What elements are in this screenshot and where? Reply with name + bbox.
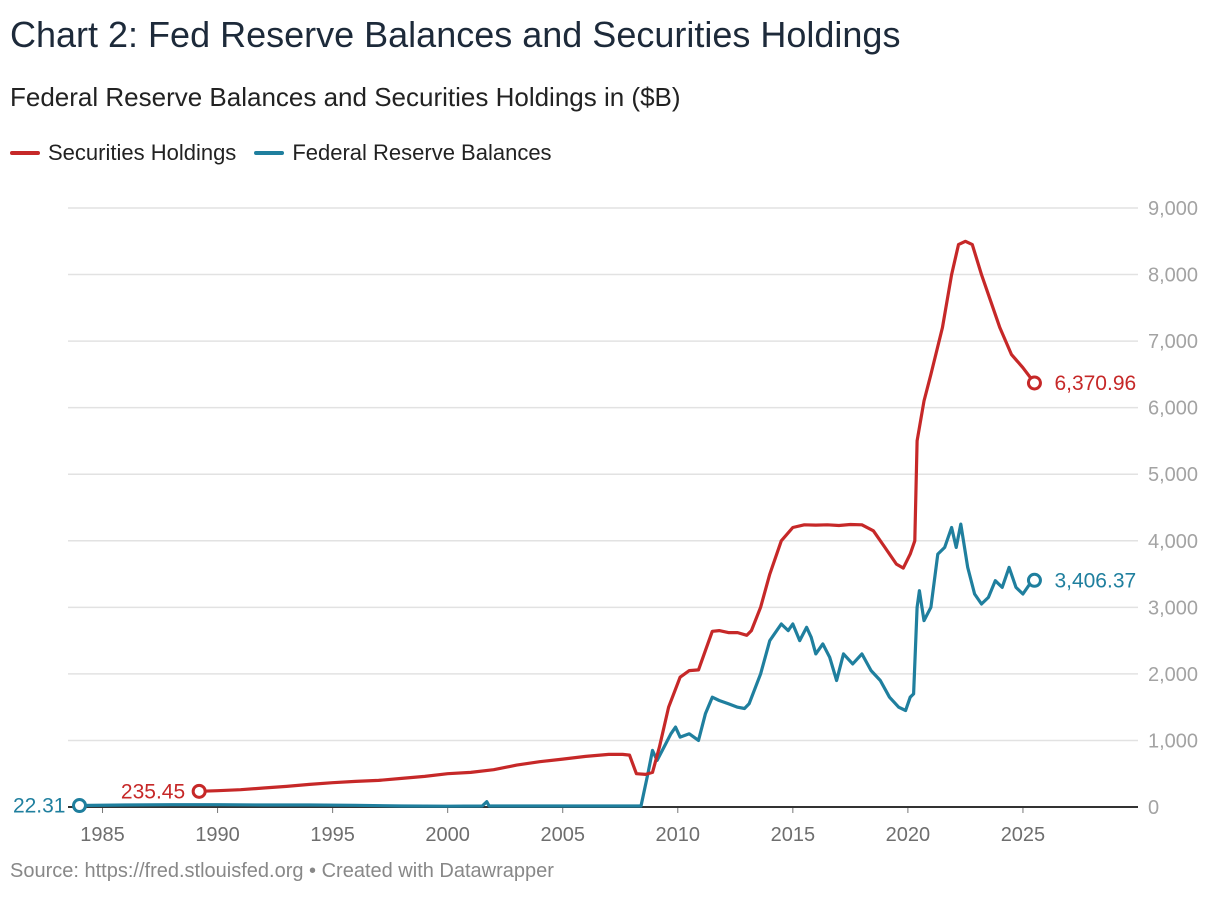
y-tick-label-4: 4,000 (1148, 531, 1198, 553)
start-marker-reserves (72, 798, 88, 814)
legend-label-securities: Securities Holdings (48, 140, 237, 165)
series-line-securities (197, 239, 1037, 793)
x-tick-label-2: 1995 (310, 824, 355, 846)
chart-subtitle: Federal Reserve Balances and Securities … (10, 82, 681, 112)
x-tick-label-6: 2015 (771, 824, 816, 846)
x-tick-label-3: 2000 (425, 824, 470, 846)
x-tick-label-8: 2025 (1001, 824, 1046, 846)
x-tick-label-1: 1990 (195, 824, 240, 846)
y-tick-label-3: 3,000 (1148, 597, 1198, 619)
legend-label-reserves: Federal Reserve Balances (292, 140, 552, 165)
legend: Securities Holdings Federal Reserve Bala… (10, 140, 570, 166)
legend-swatch-securities (10, 151, 40, 155)
x-tick-label-7: 2020 (886, 824, 931, 846)
end-label-securities: 6,370.96 (1054, 372, 1136, 395)
y-tick-label-9: 9,000 (1148, 198, 1198, 220)
legend-item-reserves: Federal Reserve Balances (254, 140, 552, 166)
end-marker-securities (1026, 375, 1042, 391)
legend-swatch-reserves (254, 151, 285, 155)
start-marker-securities (191, 783, 207, 799)
legend-item-securities: Securities Holdings (10, 140, 236, 166)
y-tick-label-2: 2,000 (1148, 664, 1198, 686)
y-tick-label-7: 7,000 (1148, 331, 1198, 353)
start-label-reserves: 22.31 (13, 795, 66, 818)
y-tick-label-5: 5,000 (1148, 464, 1198, 486)
y-tick-label-1: 1,000 (1148, 730, 1198, 752)
chart-title: Chart 2: Fed Reserve Balances and Securi… (10, 14, 901, 55)
x-tick-label-0: 1985 (80, 824, 125, 846)
x-tick-label-4: 2005 (540, 824, 585, 846)
end-label-reserves: 3,406.37 (1054, 569, 1136, 592)
y-tick-label-0: 0 (1148, 797, 1159, 819)
y-tick-label-6: 6,000 (1148, 398, 1198, 420)
series-line-reserves (77, 522, 1037, 808)
source-note: Source: https://fred.stlouisfed.org • Cr… (10, 860, 554, 882)
x-tick-label-5: 2010 (656, 824, 701, 846)
end-marker-reserves (1026, 572, 1042, 588)
y-tick-label-8: 8,000 (1148, 265, 1198, 287)
start-label-securities: 235.45 (121, 780, 185, 803)
